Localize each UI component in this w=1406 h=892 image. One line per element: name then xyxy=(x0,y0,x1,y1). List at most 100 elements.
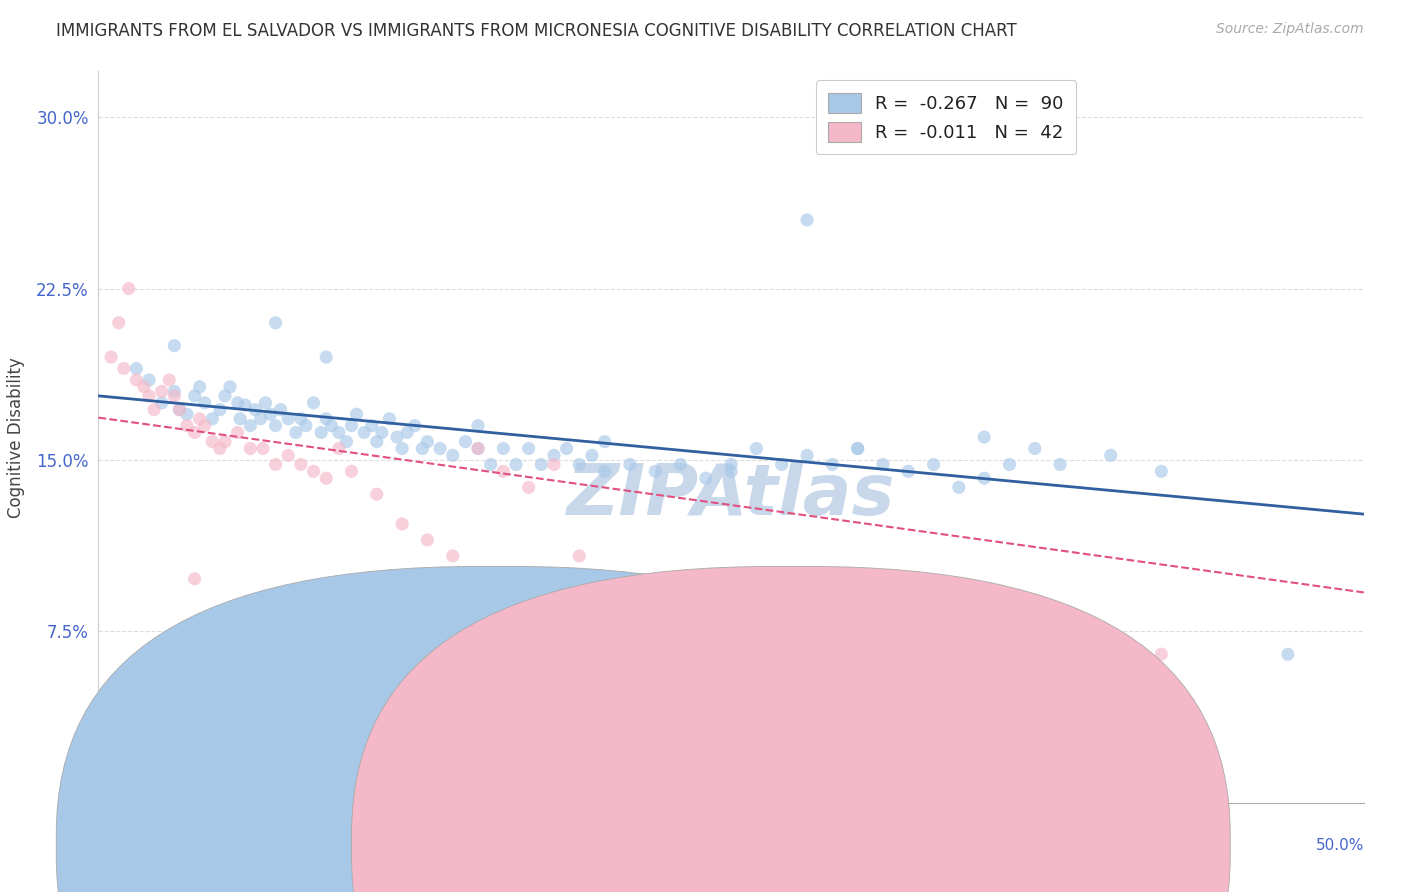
Point xyxy=(593,464,616,478)
Point xyxy=(252,442,274,456)
Point xyxy=(321,418,343,433)
Point xyxy=(157,373,180,387)
Point xyxy=(259,407,281,421)
Point xyxy=(441,449,464,463)
Point xyxy=(264,418,287,433)
Point xyxy=(530,458,553,472)
Point xyxy=(796,213,818,227)
Point xyxy=(821,458,844,472)
Point xyxy=(391,442,413,456)
Point xyxy=(454,434,477,449)
Point xyxy=(371,425,394,440)
Text: 50.0%: 50.0% xyxy=(1316,838,1364,854)
Point xyxy=(169,402,191,417)
Point xyxy=(366,487,388,501)
Point xyxy=(208,402,231,417)
Point xyxy=(581,449,603,463)
Point xyxy=(188,380,211,394)
Point xyxy=(183,389,205,403)
Point xyxy=(118,281,141,295)
Point xyxy=(277,412,299,426)
Point xyxy=(340,418,363,433)
Point xyxy=(163,384,186,399)
Point xyxy=(125,361,148,376)
Point xyxy=(568,549,591,563)
Point xyxy=(315,471,337,485)
Point xyxy=(922,458,945,472)
Point xyxy=(226,425,249,440)
Point xyxy=(284,425,307,440)
Point xyxy=(229,412,252,426)
Point xyxy=(328,425,350,440)
Point xyxy=(143,402,166,417)
Point xyxy=(720,464,742,478)
Point xyxy=(239,418,262,433)
Point xyxy=(619,458,641,472)
Point xyxy=(467,442,489,456)
Point xyxy=(201,412,224,426)
Point xyxy=(1024,442,1046,456)
Point xyxy=(233,398,256,412)
Point xyxy=(770,458,793,472)
Point xyxy=(163,389,186,403)
Point xyxy=(100,350,122,364)
Point xyxy=(1150,464,1173,478)
Point xyxy=(194,396,217,410)
Point xyxy=(214,389,236,403)
Point xyxy=(669,458,692,472)
Text: Source: ZipAtlas.com: Source: ZipAtlas.com xyxy=(1216,22,1364,37)
Point xyxy=(973,430,995,444)
Point xyxy=(897,464,920,478)
Point xyxy=(948,480,970,494)
Point xyxy=(441,549,464,563)
Point xyxy=(479,458,502,472)
Point xyxy=(239,442,262,456)
Point xyxy=(176,418,198,433)
Point xyxy=(593,572,616,586)
Point xyxy=(593,434,616,449)
Point xyxy=(872,458,894,472)
Point xyxy=(467,418,489,433)
Point xyxy=(138,389,160,403)
Point xyxy=(183,425,205,440)
Point xyxy=(245,402,267,417)
Point xyxy=(328,442,350,456)
Point xyxy=(555,442,578,456)
Point xyxy=(404,418,426,433)
Point xyxy=(543,449,565,463)
Point xyxy=(163,338,186,352)
Point xyxy=(176,407,198,421)
Point xyxy=(973,471,995,485)
Point xyxy=(309,425,332,440)
Point xyxy=(505,458,527,472)
Point xyxy=(302,396,325,410)
Point xyxy=(208,442,231,456)
Point xyxy=(112,361,135,376)
Point xyxy=(315,350,337,364)
Point xyxy=(1099,449,1122,463)
Point xyxy=(1277,647,1299,661)
Point xyxy=(695,471,717,485)
Point xyxy=(517,480,540,494)
Point xyxy=(290,412,312,426)
Point xyxy=(188,412,211,426)
Point xyxy=(429,442,451,456)
Point xyxy=(340,464,363,478)
Point xyxy=(150,384,173,399)
Point xyxy=(385,430,408,444)
Text: IMMIGRANTS FROM EL SALVADOR VS IMMIGRANTS FROM MICRONESIA COGNITIVE DISABILITY C: IMMIGRANTS FROM EL SALVADOR VS IMMIGRANT… xyxy=(56,22,1017,40)
Point xyxy=(796,449,818,463)
Point xyxy=(183,572,205,586)
Point xyxy=(249,412,271,426)
Legend: R =  -0.267   N =  90, R =  -0.011   N =  42: R = -0.267 N = 90, R = -0.011 N = 42 xyxy=(815,80,1077,154)
Point xyxy=(315,412,337,426)
Point xyxy=(194,418,217,433)
Point xyxy=(416,434,439,449)
Point xyxy=(416,533,439,547)
Point xyxy=(277,449,299,463)
Point xyxy=(1049,458,1071,472)
Point xyxy=(125,373,148,387)
Point xyxy=(543,458,565,472)
Point xyxy=(346,407,368,421)
Point xyxy=(270,402,292,417)
